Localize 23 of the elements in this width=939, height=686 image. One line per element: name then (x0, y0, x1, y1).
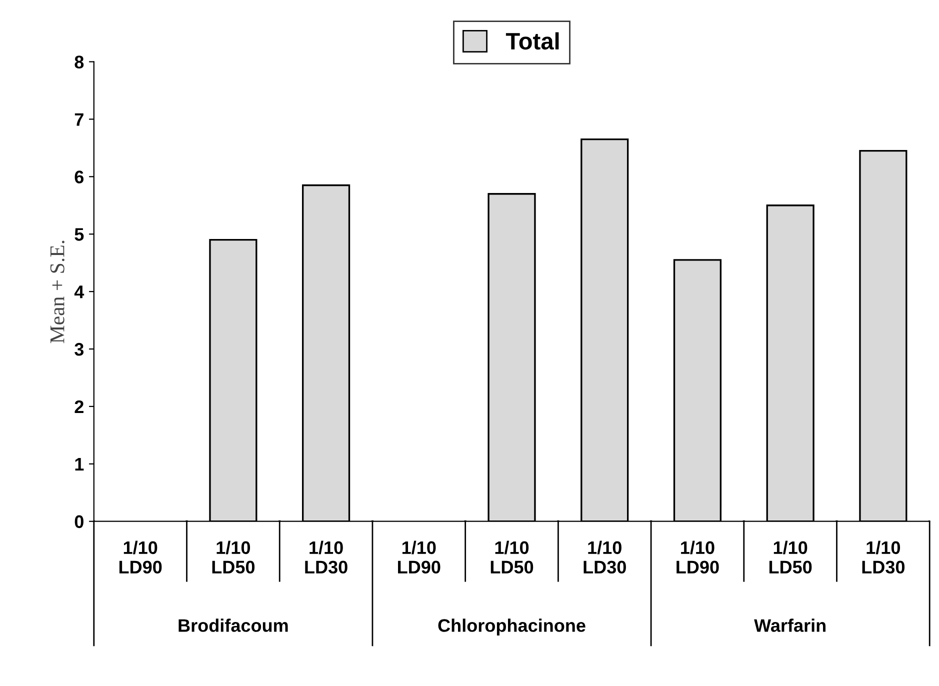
text: Brodifacoum (178, 618, 288, 632)
x-tick-label: 1/10 LD90 (398, 540, 440, 574)
y-tick-label: 6 (74, 170, 84, 184)
x-tick-label: 1/10 LD30 (584, 540, 626, 574)
y-tick-label: 5 (74, 228, 84, 241)
x-tick-label: 1/10 LD30 (862, 540, 905, 574)
x-tick-label: 1/10 LD90 (119, 540, 162, 574)
x-tick-label: 1/10 LD90 (676, 540, 719, 574)
y-tick-label: 1 (75, 458, 84, 470)
y-tick-label: 0 (74, 515, 84, 528)
x-tick-label: 1/10 LD50 (212, 540, 255, 574)
y-tick-label: 4 (74, 286, 84, 298)
text: Chlorophacinone (438, 618, 586, 636)
y-tick-label: 7 (74, 113, 84, 126)
y-tick-label: 2 (74, 400, 84, 413)
x-tick-label: 1/10 LD30 (305, 540, 348, 574)
text: Warfarin (754, 618, 826, 632)
y-axis-title: Mean + S.E. (50, 240, 64, 344)
x-tick-label: 1/10 LD50 (490, 540, 534, 574)
y-tick-label: 3 (74, 342, 84, 356)
x-tick-label: 1/10 LD50 (769, 540, 812, 574)
y-tick-label: 8 (74, 56, 84, 68)
legend-label: Total (506, 32, 559, 50)
